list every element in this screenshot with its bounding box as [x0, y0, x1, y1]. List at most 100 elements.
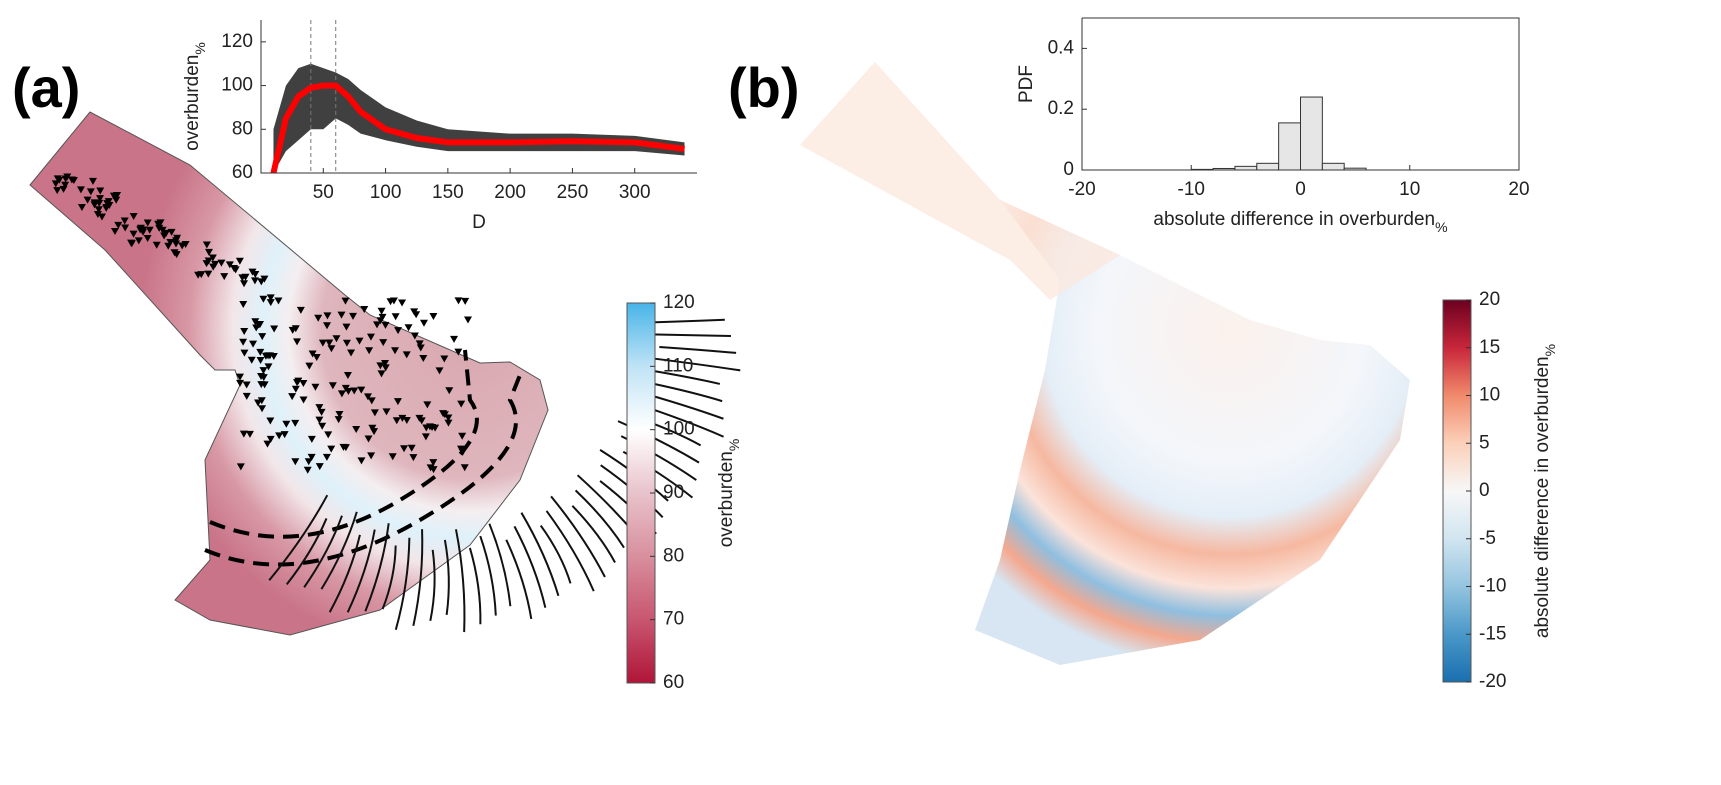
label-subscript: % [1435, 219, 1447, 235]
channel [268, 494, 329, 581]
station [312, 354, 321, 362]
scatter-band [273, 63, 685, 173]
station [230, 264, 239, 272]
station [343, 371, 352, 379]
station [173, 234, 182, 242]
label-text: overburden [716, 451, 737, 547]
station [415, 340, 424, 348]
station [236, 373, 245, 381]
station [412, 311, 421, 319]
colorbar-tick-label: 0 [1479, 480, 1490, 501]
channel [513, 525, 547, 608]
station [377, 370, 386, 378]
station [134, 237, 143, 245]
station [258, 405, 267, 413]
station [251, 318, 260, 326]
bar [1321, 162, 1345, 171]
channel [653, 382, 723, 403]
channel [488, 523, 512, 607]
label-subscript: % [1542, 344, 1558, 356]
station [256, 356, 265, 364]
colorbar-tick-label: 60 [663, 672, 684, 693]
station [266, 435, 275, 443]
station [241, 273, 250, 281]
station [463, 316, 472, 324]
station [315, 404, 324, 412]
station [381, 321, 390, 329]
channel [429, 549, 436, 622]
station [318, 339, 327, 347]
station [426, 464, 435, 472]
station [240, 349, 249, 357]
station [357, 386, 366, 394]
station [372, 321, 381, 329]
station [460, 464, 469, 472]
station [296, 306, 305, 314]
station [121, 224, 130, 232]
station [458, 432, 467, 440]
station [239, 338, 248, 346]
station [419, 354, 428, 362]
station [94, 206, 103, 214]
station [61, 181, 70, 189]
x-tick-label: 0 [1295, 179, 1306, 200]
station [439, 410, 448, 418]
station [344, 388, 353, 396]
station [341, 444, 350, 452]
station [254, 399, 263, 407]
station [129, 212, 138, 220]
station [318, 422, 327, 430]
station [143, 219, 152, 227]
y-tick-label: 100 [221, 75, 253, 96]
station [291, 419, 300, 427]
station [197, 271, 206, 279]
bar [1256, 162, 1280, 171]
station [160, 232, 169, 240]
station [444, 414, 453, 422]
y-tick-label: 0 [1063, 159, 1074, 180]
station [376, 362, 385, 370]
station [393, 398, 402, 406]
x-tick-label: 250 [557, 182, 589, 203]
station [172, 251, 181, 259]
station [239, 300, 248, 308]
channel [346, 529, 376, 613]
station [422, 424, 431, 432]
station [308, 350, 317, 358]
station [416, 344, 425, 352]
y-axis-label: overburden% [182, 42, 208, 151]
station [347, 349, 356, 357]
station [307, 435, 316, 443]
station [440, 355, 449, 363]
station [90, 201, 99, 209]
y-tick-label: 0.4 [1048, 37, 1075, 58]
station [293, 379, 302, 387]
channel [443, 539, 450, 616]
station [421, 433, 430, 441]
station [53, 187, 62, 195]
station [322, 322, 331, 330]
station [400, 445, 409, 453]
y-tick-label: 60 [232, 162, 253, 183]
label-text: overburden [182, 55, 203, 151]
station [259, 295, 268, 303]
station [322, 453, 331, 461]
station [264, 363, 273, 371]
x-tick-label: 100 [370, 182, 402, 203]
station [247, 356, 256, 364]
station [324, 431, 333, 439]
colorbar-tick-label: -15 [1479, 623, 1506, 644]
colorbar-tick-label: -20 [1479, 671, 1506, 692]
station [251, 271, 260, 279]
station [67, 176, 76, 184]
station [325, 339, 334, 347]
x-tick-label: 10 [1399, 179, 1420, 200]
station [461, 297, 470, 305]
station [59, 185, 68, 193]
station [291, 385, 300, 393]
station [257, 381, 266, 389]
station [93, 211, 102, 219]
y-tick-label: 120 [221, 31, 253, 52]
label-text: absolute difference in overburden [1532, 356, 1553, 638]
station [409, 454, 418, 462]
